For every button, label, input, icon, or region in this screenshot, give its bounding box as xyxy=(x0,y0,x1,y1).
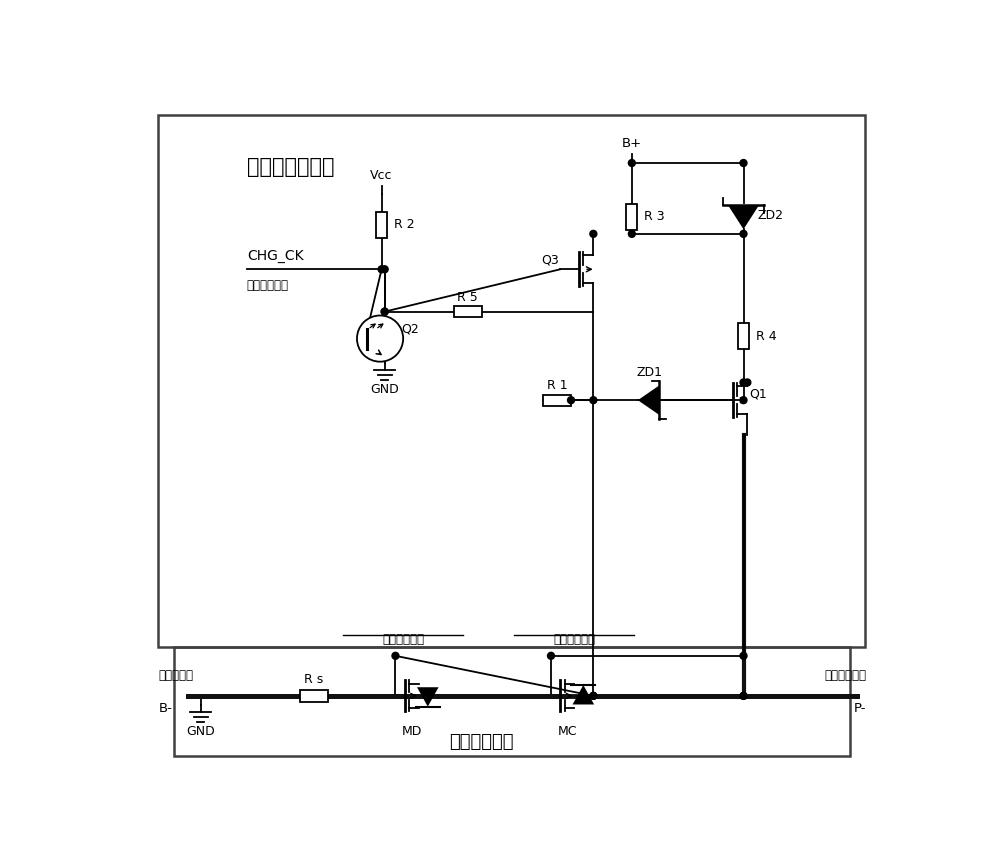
Text: R 5: R 5 xyxy=(457,291,478,304)
Text: 电池管理系统: 电池管理系统 xyxy=(449,733,514,751)
Polygon shape xyxy=(573,685,594,704)
Text: 电池组负端: 电池组负端 xyxy=(158,669,193,682)
Circle shape xyxy=(740,652,747,659)
Bar xyxy=(300,690,328,702)
Text: ZD2: ZD2 xyxy=(757,208,783,222)
Text: MC: MC xyxy=(558,725,578,738)
Bar xyxy=(543,395,571,406)
Circle shape xyxy=(744,379,751,386)
Circle shape xyxy=(381,308,388,315)
Text: Q2: Q2 xyxy=(402,323,419,335)
Bar xyxy=(626,204,637,230)
Text: Q3: Q3 xyxy=(541,254,559,267)
Circle shape xyxy=(548,652,554,659)
Circle shape xyxy=(628,160,635,166)
Text: 连接至控制器: 连接至控制器 xyxy=(247,279,289,292)
Text: R s: R s xyxy=(304,673,323,686)
Circle shape xyxy=(740,692,747,699)
Bar xyxy=(158,115,865,647)
Circle shape xyxy=(740,692,747,699)
Text: 充电控制电路: 充电控制电路 xyxy=(553,632,595,646)
Circle shape xyxy=(392,652,399,659)
Circle shape xyxy=(740,396,747,403)
Circle shape xyxy=(381,308,388,315)
Text: 充电接口负端: 充电接口负端 xyxy=(825,669,867,682)
Text: Vcc: Vcc xyxy=(370,168,393,182)
Text: R 1: R 1 xyxy=(547,379,567,392)
Text: R 3: R 3 xyxy=(644,210,665,223)
Text: R 4: R 4 xyxy=(756,329,776,342)
Circle shape xyxy=(568,396,574,403)
Text: GND: GND xyxy=(186,725,215,738)
Text: B-: B- xyxy=(158,702,172,715)
Bar xyxy=(376,212,387,238)
Text: 充电器检测电路: 充电器检测电路 xyxy=(247,157,334,177)
Circle shape xyxy=(740,160,747,166)
Text: R 2: R 2 xyxy=(394,218,415,231)
Text: GND: GND xyxy=(370,384,399,396)
Polygon shape xyxy=(728,205,759,229)
Circle shape xyxy=(590,692,597,699)
Bar xyxy=(454,306,482,317)
Text: B+: B+ xyxy=(622,137,642,150)
Circle shape xyxy=(740,231,747,238)
Circle shape xyxy=(740,379,747,386)
Circle shape xyxy=(357,316,403,362)
Bar xyxy=(174,647,850,756)
Text: P-: P- xyxy=(854,702,867,715)
Text: Q1: Q1 xyxy=(750,388,767,401)
Circle shape xyxy=(381,266,388,273)
Text: 放电控制电路: 放电控制电路 xyxy=(382,632,424,646)
Text: ZD1: ZD1 xyxy=(637,366,663,378)
Circle shape xyxy=(378,266,385,273)
Polygon shape xyxy=(417,687,439,707)
Circle shape xyxy=(590,692,597,699)
Circle shape xyxy=(590,231,597,238)
Polygon shape xyxy=(638,385,659,414)
Circle shape xyxy=(628,231,635,238)
Circle shape xyxy=(590,396,597,403)
Bar xyxy=(738,323,749,349)
Text: MD: MD xyxy=(402,725,423,738)
Text: CHG_CK: CHG_CK xyxy=(247,249,303,263)
